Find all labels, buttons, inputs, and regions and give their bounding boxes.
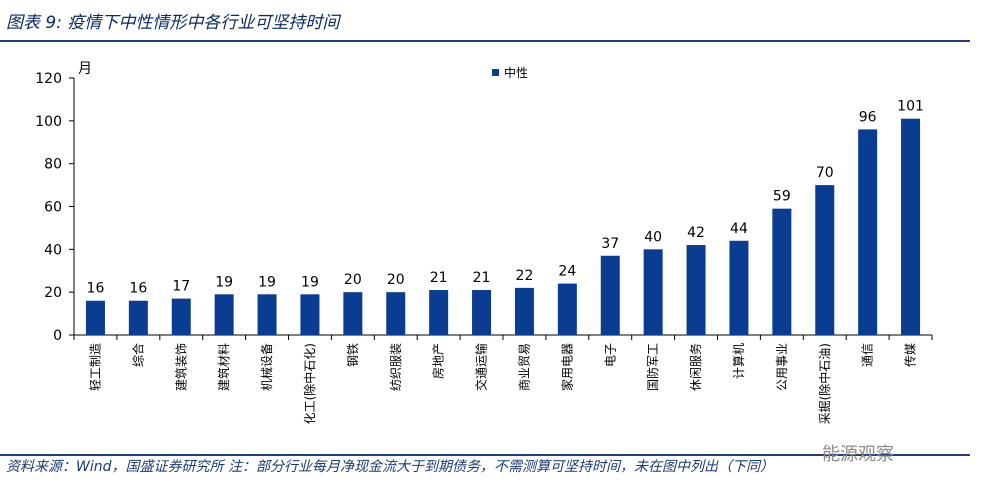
bar — [429, 290, 449, 335]
bar — [472, 290, 492, 335]
bar-value-label: 16 — [87, 281, 105, 297]
x-category-label: 钢铁 — [346, 343, 360, 367]
y-tick-label: 20 — [44, 285, 62, 301]
x-category-label: 纺织服装 — [389, 343, 403, 391]
y-tick-label: 80 — [44, 157, 62, 173]
bar — [858, 129, 878, 335]
y-unit-label: 月 — [78, 61, 92, 77]
x-category-label: 轻工制造 — [88, 343, 102, 391]
bar — [772, 208, 792, 335]
chart-title: 图表 9: 疫情下中性情形中各行业可坚持时间 — [6, 13, 340, 33]
bar — [901, 118, 921, 335]
bar-value-label: 24 — [558, 264, 576, 280]
bar-value-label: 101 — [897, 99, 924, 115]
x-category-label: 计算机 — [731, 343, 746, 379]
bar-value-label: 21 — [473, 270, 491, 286]
bar-value-label: 70 — [816, 165, 834, 181]
legend-swatch — [492, 69, 499, 76]
bar-value-label: 37 — [601, 236, 619, 252]
bar — [514, 287, 534, 335]
bar-value-label: 59 — [773, 189, 791, 205]
x-category-label: 国防军工 — [645, 343, 660, 391]
bar-value-label: 42 — [687, 225, 705, 241]
x-category-label: 传媒 — [903, 343, 918, 367]
bar — [643, 249, 663, 335]
bar-value-label: 40 — [644, 229, 662, 245]
y-tick-label: 60 — [44, 200, 62, 216]
bar-value-label: 44 — [730, 221, 748, 237]
watermark: 能源观察 — [822, 444, 894, 465]
x-category-label: 家用电器 — [559, 343, 574, 391]
bar — [214, 294, 234, 335]
bar — [171, 298, 191, 335]
legend-label: 中性 — [504, 65, 528, 80]
x-category-label: 房地产 — [431, 343, 446, 379]
x-category-label: 建筑材料 — [216, 343, 231, 391]
bar-value-label: 22 — [516, 268, 534, 284]
bar-chart: 0 20 40 60 80 100 120 月 中性 16 轻工制造 16 综合 17 建筑装饰 19 建筑材料… — [35, 61, 933, 424]
bar-value-label: 19 — [301, 274, 319, 290]
y-tick-label: 120 — [35, 71, 62, 87]
bar-value-label: 19 — [215, 274, 233, 290]
bar-value-label: 20 — [344, 272, 362, 288]
bar — [557, 283, 577, 335]
x-category-label: 交通运输 — [474, 343, 489, 391]
x-category-label: 通信 — [861, 343, 875, 367]
bar — [386, 292, 406, 335]
x-category-label: 采掘(除中石油) — [817, 343, 832, 424]
y-tick-label: 40 — [44, 242, 62, 258]
y-tick-label: 0 — [53, 328, 62, 344]
top-rule — [0, 40, 970, 42]
x-category-label: 综合 — [130, 343, 145, 367]
bar — [600, 255, 620, 335]
bar-value-label: 21 — [430, 270, 448, 286]
bar-value-label: 96 — [859, 109, 877, 125]
x-category-label: 化工(除中石化) — [302, 343, 317, 424]
bottom-rule — [0, 454, 970, 456]
bar-value-label: 19 — [258, 274, 276, 290]
x-category-label: 休闲服务 — [688, 343, 703, 391]
bar — [257, 294, 277, 335]
x-category-label: 商业贸易 — [516, 343, 531, 391]
x-category-label: 公用事业 — [775, 343, 789, 391]
bar — [343, 292, 363, 335]
y-tick-label: 100 — [35, 114, 62, 130]
x-category-label: 电子 — [603, 343, 617, 367]
source-note: 资料来源：Wind，国盛证券研究所 注：部分行业每月净现金流大于到期债务，不需测… — [6, 459, 774, 475]
bar-value-label: 16 — [129, 281, 147, 297]
bar — [300, 294, 320, 335]
bar-value-label: 20 — [387, 272, 405, 288]
x-category-label: 机械设备 — [259, 343, 274, 391]
bar — [815, 185, 835, 335]
bar — [729, 240, 749, 335]
bar — [686, 245, 706, 335]
bar — [85, 300, 105, 335]
bar-value-label: 17 — [172, 279, 190, 295]
bar — [128, 300, 148, 335]
x-category-label: 建筑装饰 — [173, 343, 188, 391]
